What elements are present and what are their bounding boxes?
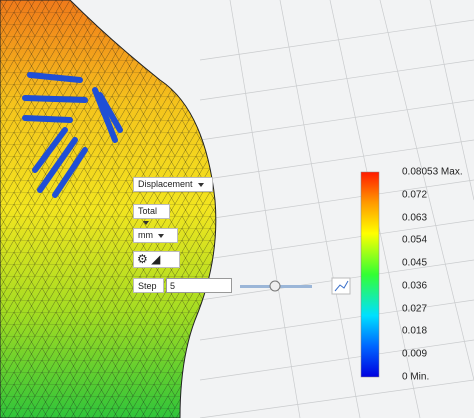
step-label: Step <box>133 278 164 293</box>
graph-icon <box>334 280 349 292</box>
settings-buttons[interactable]: ⚙ ◢ <box>133 251 180 268</box>
result-type-dropdown[interactable]: Displacement <box>133 177 213 192</box>
legend-label: 0.072 <box>402 189 428 201</box>
legend-label: 0.036 <box>402 280 428 292</box>
legend-label: 0.063 <box>402 212 428 224</box>
legend-label: 0.027 <box>402 303 428 315</box>
legend-label: 0 Min. <box>402 371 430 383</box>
legend-label: 0.08053 Max. <box>402 166 463 178</box>
legend-label: 0.045 <box>402 257 428 269</box>
ground-grid <box>199 0 474 418</box>
legend-label: 0.054 <box>402 234 428 246</box>
color-bar <box>360 171 380 378</box>
mesh-wireframe <box>0 0 217 418</box>
unit-dropdown[interactable]: mm <box>133 228 178 243</box>
component-dropdown[interactable]: Total <box>133 204 170 219</box>
step-input[interactable]: 5 <box>166 278 232 293</box>
slider-thumb[interactable] <box>269 280 281 292</box>
legend-label: 0.018 <box>402 325 428 337</box>
load-arrows <box>22 72 123 198</box>
legend-label: 0.009 <box>402 348 428 360</box>
